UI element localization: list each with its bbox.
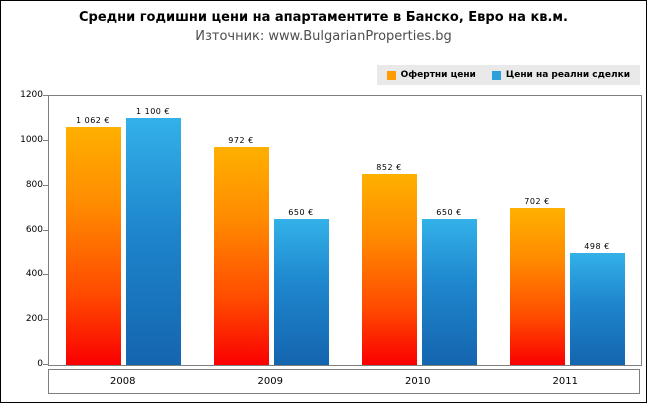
bar-value-label-deal-2009: 650 € <box>288 208 314 218</box>
bar-offer-2009 <box>213 147 269 365</box>
bar-value-label-offer-2011: 702 € <box>524 196 550 206</box>
y-tick-mark <box>43 229 49 231</box>
bar-value-label-offer-2009: 972 € <box>228 136 254 146</box>
legend: Офертни цени Цени на реални сделки <box>376 65 640 85</box>
y-tick-mark <box>43 274 49 276</box>
y-tick-label-400: 400 <box>25 269 43 280</box>
plot-area: 1 062 € 1 100 € 972 € 650 € 852 € 650 € 702 € 4… <box>49 96 641 365</box>
bar-group-2010: 852 € 650 € <box>345 96 493 365</box>
x-axis: 2008 2009 2010 2011 <box>48 369 640 394</box>
bar-value-label-offer-2008: 1 062 € <box>75 115 111 125</box>
bar-wrap-offer-2008: 1 062 € <box>65 96 121 365</box>
bar-group-2008: 1 062 € 1 100 € <box>49 96 197 365</box>
bar-offer-2008 <box>65 126 121 365</box>
bar-offer-2011 <box>509 207 565 365</box>
y-tick-mark <box>43 95 49 96</box>
bar-deal-2008 <box>125 118 181 365</box>
bar-group-2009: 972 € 650 € <box>197 96 345 365</box>
y-tick-mark <box>43 184 49 186</box>
bar-value-label-deal-2011: 498 € <box>584 242 610 252</box>
chart-title: Средни годишни цени на апартаментите в Б… <box>78 10 568 25</box>
y-tick-mark <box>43 319 49 321</box>
x-axis-label-2008: 2008 <box>110 376 136 387</box>
bar-value-label-deal-2008: 1 100 € <box>135 107 171 117</box>
y-tick-label-0: 0 <box>37 359 43 369</box>
bar-deal-2011 <box>569 253 625 365</box>
bar-wrap-deal-2011: 498 € <box>569 96 625 365</box>
plot-frame: 1 062 € 1 100 € 972 € 650 € 852 € 650 € 702 € 4… <box>43 95 642 366</box>
legend-label: Цени на реални сделки <box>505 70 630 80</box>
bar-wrap-deal-2010: 650 € <box>421 96 477 365</box>
y-tick-label-200: 200 <box>25 314 43 325</box>
y-tick-label-800: 800 <box>25 179 43 190</box>
x-axis-label-2009: 2009 <box>257 376 283 387</box>
bar-wrap-deal-2009: 650 € <box>273 96 329 365</box>
bar-wrap-offer-2009: 972 € <box>213 96 269 365</box>
bar-wrap-offer-2011: 702 € <box>509 96 565 365</box>
y-tick-mark <box>43 364 49 365</box>
y-tick-mark <box>43 139 49 141</box>
x-axis-label-2010: 2010 <box>405 376 431 387</box>
bar-wrap-deal-2008: 1 100 € <box>125 96 181 365</box>
legend-swatch-orange-icon <box>386 70 396 80</box>
legend-item-offer-prices: Офертни цени <box>386 70 476 80</box>
legend-swatch-blue-icon <box>491 70 501 80</box>
bar-deal-2009 <box>273 219 329 365</box>
bar-wrap-offer-2010: 852 € <box>361 96 417 365</box>
x-axis-label-2011: 2011 <box>552 376 578 387</box>
legend-label: Офертни цени <box>400 70 476 80</box>
y-axis: 0 200 400 600 800 1000 1200 <box>7 90 43 369</box>
bar-group-2011: 702 € 498 € <box>493 96 641 365</box>
y-tick-label-1000: 1000 <box>20 134 43 145</box>
bar-deal-2010 <box>421 219 477 365</box>
bar-value-label-deal-2010: 650 € <box>436 208 462 218</box>
chart-subtitle: Източник: www.BulgarianProperties.bg <box>195 29 452 44</box>
legend-item-deal-prices: Цени на реални сделки <box>491 70 630 80</box>
bar-offer-2010 <box>361 174 417 365</box>
y-tick-label-1200: 1200 <box>20 90 43 100</box>
bar-value-label-offer-2010: 852 € <box>376 163 402 173</box>
y-tick-label-600: 600 <box>25 224 43 235</box>
